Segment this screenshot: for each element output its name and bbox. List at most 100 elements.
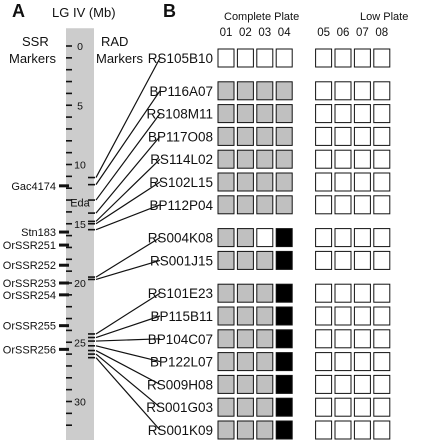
plate-cell xyxy=(275,250,293,270)
plate-cell xyxy=(353,250,371,270)
column-header: 01 xyxy=(220,27,233,39)
plate-cell xyxy=(334,172,352,192)
plate-cell xyxy=(256,283,274,303)
plate-cell xyxy=(373,172,391,192)
plate-cell xyxy=(236,126,254,146)
plate-cell xyxy=(315,306,333,326)
eda-gene-label: Eda xyxy=(70,197,90,209)
plate-cell xyxy=(236,329,254,349)
plate-cell xyxy=(217,283,235,303)
axis-title: LG IV (Mb) xyxy=(52,5,116,20)
plate-cell xyxy=(315,172,333,192)
rad-connector-line xyxy=(95,292,161,335)
rad-connector-line xyxy=(95,237,161,278)
ssr-marker-label: OrSSR251 xyxy=(3,240,56,252)
rad-connector-line xyxy=(95,136,161,214)
plate-cell xyxy=(315,81,333,101)
ssr-marker-label: Gac4174 xyxy=(11,181,56,193)
rad-connector-line xyxy=(95,350,161,385)
plate-cell xyxy=(315,420,333,440)
plate-cell xyxy=(236,104,254,124)
plate-cell xyxy=(353,420,371,440)
scale-tick-label: 0 xyxy=(77,41,83,53)
plate-cell xyxy=(353,352,371,372)
plate-cell xyxy=(217,306,235,326)
plate-cell xyxy=(275,149,293,169)
rad-connector-line xyxy=(95,338,161,342)
plate-cell xyxy=(315,329,333,349)
clone-label: RS101E23 xyxy=(148,286,213,301)
plate-cell xyxy=(217,195,235,215)
plate-cell xyxy=(256,172,274,192)
plate-cell xyxy=(353,104,371,124)
plate-cell xyxy=(334,195,352,215)
ssr-marker-label: OrSSR253 xyxy=(3,278,56,290)
plate-cell xyxy=(217,374,235,394)
complete-plate-label: Complete Plate xyxy=(224,11,299,23)
plate-cell xyxy=(256,250,274,270)
chromosome-bar xyxy=(66,28,94,440)
ssr-marker-label: OrSSR255 xyxy=(3,321,56,333)
plate-cell xyxy=(256,329,274,349)
plate-cell xyxy=(256,149,274,169)
clone-label: RS001K09 xyxy=(148,423,213,438)
plate-cell xyxy=(315,250,333,270)
scale-tick-label: 10 xyxy=(74,160,86,172)
column-header: 08 xyxy=(375,27,388,39)
plate-cell xyxy=(236,149,254,169)
plate-cell xyxy=(315,374,333,394)
plate-cell xyxy=(373,149,391,169)
plate-cell xyxy=(353,397,371,417)
plate-cell xyxy=(334,250,352,270)
plate-cell xyxy=(334,306,352,326)
ssr-marker-label: OrSSR254 xyxy=(3,290,56,302)
plate-cell xyxy=(236,306,254,326)
plate-cell xyxy=(353,81,371,101)
plate-cell xyxy=(256,48,274,68)
rad-connector-line xyxy=(95,158,161,222)
plate-cell xyxy=(353,329,371,349)
plate-cell xyxy=(275,420,293,440)
plate-cell xyxy=(217,48,235,68)
plate-cell xyxy=(373,329,391,349)
plate-grid: 01 02 03 04 05 06 07 08 RS105B10 BP116A07 RS108M11… xyxy=(146,27,391,440)
plate-cell xyxy=(256,195,274,215)
plate-cell xyxy=(315,228,333,248)
plate-cell xyxy=(236,81,254,101)
plate-cell xyxy=(256,352,274,372)
plate-cell xyxy=(256,420,274,440)
plate-cell xyxy=(315,195,333,215)
clone-label: BP115B11 xyxy=(150,309,213,324)
plate-cell xyxy=(256,306,274,326)
column-header: 03 xyxy=(258,27,271,39)
column-header: 06 xyxy=(337,27,350,39)
plate-cell xyxy=(236,397,254,417)
plate-cell xyxy=(236,172,254,192)
plate-cell xyxy=(334,104,352,124)
plate-cell xyxy=(373,81,391,101)
plate-cell xyxy=(353,374,371,394)
rad-connector-line xyxy=(95,90,161,185)
plate-cell xyxy=(353,172,371,192)
plate-cell xyxy=(334,149,352,169)
clone-label: RS004K08 xyxy=(148,231,213,246)
rad-connector-line xyxy=(95,353,161,408)
plate-cell xyxy=(373,195,391,215)
plate-cell xyxy=(236,48,254,68)
plate-cell xyxy=(334,397,352,417)
plate-cell xyxy=(334,126,352,146)
clone-label: RS001J15 xyxy=(150,253,213,268)
plate-cell xyxy=(334,329,352,349)
plate-cell xyxy=(217,352,235,372)
plate-cell xyxy=(275,81,293,101)
rad-connector-line xyxy=(95,315,161,339)
plate-cell xyxy=(353,283,371,303)
rad-connector-line xyxy=(95,357,161,431)
clone-label: BP117O08 xyxy=(148,129,213,144)
plate-cell xyxy=(334,81,352,101)
plate-cell xyxy=(236,195,254,215)
scale-tick-label: 30 xyxy=(74,397,86,409)
clone-label: RS108M11 xyxy=(146,107,213,122)
plate-cell xyxy=(373,104,391,124)
